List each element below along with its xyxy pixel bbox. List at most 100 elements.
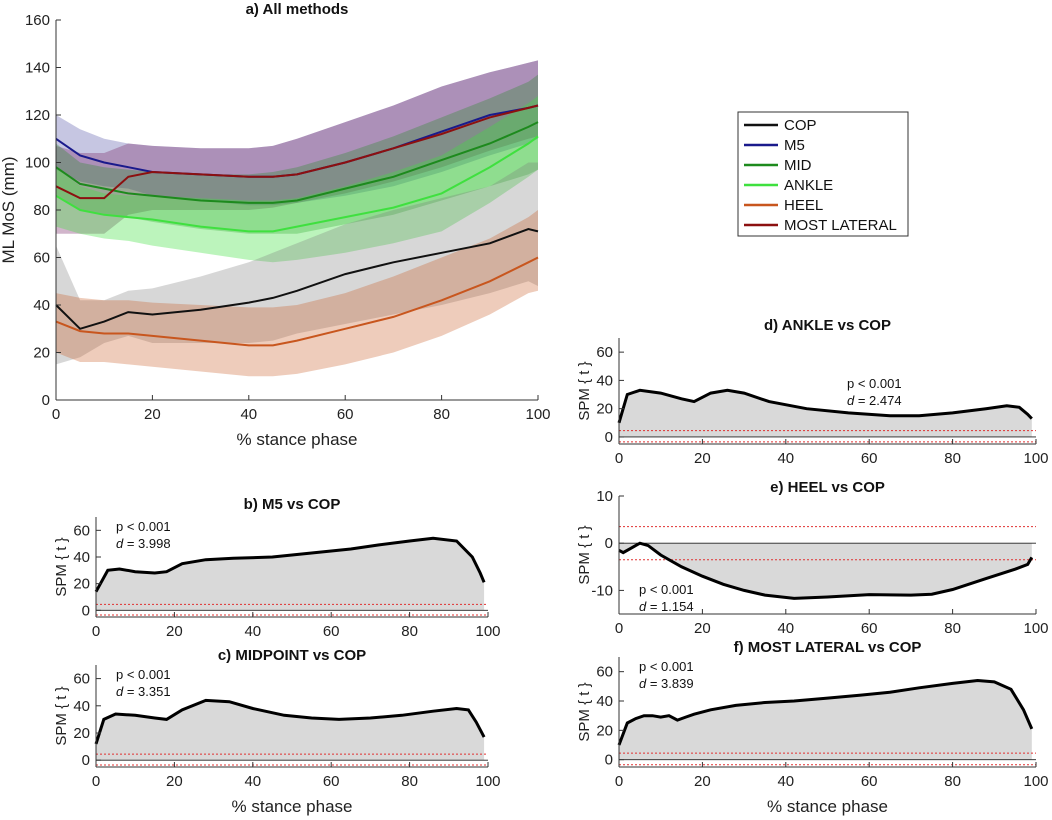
f-annotation-d-value: = 3.839 [646,676,693,691]
c-x-tick-label: 20 [166,773,183,790]
b-x-tick-label: 0 [92,623,100,640]
a-x-tick-label: 60 [337,406,354,423]
d-x-tick-label: 40 [777,450,794,467]
c-y-tick-label: 0 [82,752,90,769]
a-y-tick-label: 0 [42,392,50,409]
a-line-cop [55,227,539,330]
e-annotation-d-symbol: d [639,599,647,614]
f-annotation-d-symbol: d [639,676,647,691]
a-bands [56,60,538,377]
b-y-label: SPM { t } [53,537,70,596]
d-y-tick-label: 0 [605,429,613,446]
d-annotation-d-value: = 2.474 [854,393,901,408]
b-y-tick-label: 60 [73,522,90,539]
d-y-tick-label: 60 [596,344,613,361]
d-annotation-p: p < 0.001 [847,376,902,391]
a-y-tick-label: 140 [25,60,50,77]
e-annotation-d: d = 1.154 [639,599,694,614]
c-spm-curve [94,698,486,745]
a-y-tick-label: 60 [33,250,50,267]
a-band-heel [56,210,538,377]
d-y-label: SPM { t } [576,361,593,420]
c-y-tick-label: 20 [73,725,90,742]
c-axes: 0 20 40 60 80 100 0 20 40 60 c) MIDPOINT vs COP SPM… [53,647,501,816]
c-x-tick-label: 40 [244,773,261,790]
f-x-tick-label: 100 [1023,773,1048,790]
d-y-tick-label: 20 [596,401,613,418]
d-spm-area [619,390,1032,437]
d-spm-curve [617,388,1033,424]
a-x-tick-label: 0 [52,406,60,423]
a-title: a) All methods [246,1,349,18]
a-y-tick-label: 120 [25,107,50,124]
b-y-tick-label: 0 [82,602,90,619]
e-y-tick-label: -10 [591,582,613,599]
f-spm-curve [617,678,1034,746]
d-y-tick-label: 40 [596,372,613,389]
a-band-most-lateral [56,60,538,234]
b-annotation-p: p < 0.001 [116,519,171,534]
f-axes: 0 20 40 60 80 100 0 20 40 60 f) MOST LATERAL vs CO… [576,639,1049,816]
f-x-label: % stance phase [767,797,888,816]
c-x-tick-label: 80 [401,773,418,790]
f-y-tick-label: 0 [605,752,613,769]
f-annotation-d: d = 3.839 [639,676,694,691]
a-legend: COP M5 MID ANKLE HEEL MOST LATERAL [737,111,909,237]
e-annotation-d-value: = 1.154 [646,599,693,614]
b-annotation-d-value: = 3.998 [123,536,170,551]
f-y-tick-label: 60 [596,664,613,681]
e-axes: 0 20 40 60 80 100 -10 0 10 e) HEEL vs COP SPM { t … [576,479,1049,637]
b-spm-curve [94,536,486,593]
a-legend-label: MID [784,157,812,174]
c-y-tick-label: 40 [73,698,90,715]
d-x-tick-label: 100 [1023,450,1048,467]
a-x-tick-label: 100 [525,406,550,423]
c-x-tick-label: 60 [323,773,340,790]
f-x-tick-label: 80 [944,773,961,790]
b-annotation-d-symbol: d [116,536,124,551]
b-x-tick-label: 40 [244,623,261,640]
e-title: e) HEEL vs COP [770,479,885,496]
b-x-tick-label: 20 [166,623,183,640]
a-band-ankle [56,96,538,263]
c-x-tick-label: 100 [475,773,500,790]
f-spm-area [619,680,1032,760]
f-title: f) MOST LATERAL vs COP [734,639,922,656]
e-y-tick-label: 10 [596,488,613,505]
a-band-cop [56,162,538,365]
c-annotation-d: d = 3.351 [116,684,171,699]
c-title: c) MIDPOINT vs COP [218,647,366,664]
b-title: b) M5 vs COP [244,496,341,513]
a-legend-label: COP [784,117,817,134]
f-y-tick-label: 20 [596,722,613,739]
a-band-mid [56,74,538,234]
b-x-tick-label: 100 [475,623,500,640]
f-y-tick-label: 40 [596,693,613,710]
a-legend-label: HEEL [784,197,823,214]
e-x-tick-label: 80 [944,620,961,637]
a-legend-label: MOST LATERAL [784,217,897,234]
d-x-tick-label: 80 [944,450,961,467]
a-axes: 0 20 40 60 80 100 0 20 40 60 80 100 120 140 160 a) All … [0,1,551,449]
e-x-tick-label: 20 [694,620,711,637]
e-x-tick-label: 100 [1023,620,1048,637]
a-y-tick-label: 160 [25,12,50,29]
d-x-tick-label: 0 [615,450,623,467]
f-x-tick-label: 60 [861,773,878,790]
b-y-tick-label: 40 [73,549,90,566]
b-x-tick-label: 80 [401,623,418,640]
b-y-tick-label: 20 [73,576,90,593]
a-line-most-lateral [55,104,539,200]
a-y-tick-label: 20 [33,345,50,362]
c-annotation-d-value: = 3.351 [123,684,170,699]
a-line-heel [55,256,539,347]
a-x-tick-label: 40 [240,406,257,423]
d-title: d) ANKLE vs COP [764,317,891,334]
a-y-tick-label: 100 [25,155,50,172]
d-annotation-d-symbol: d [847,393,855,408]
e-x-tick-label: 40 [777,620,794,637]
d-axes: 0 20 40 60 80 100 0 20 40 60 d) ANKLE vs COP SPM { … [576,317,1049,467]
a-y-tick-label: 40 [33,297,50,314]
f-x-tick-label: 20 [694,773,711,790]
